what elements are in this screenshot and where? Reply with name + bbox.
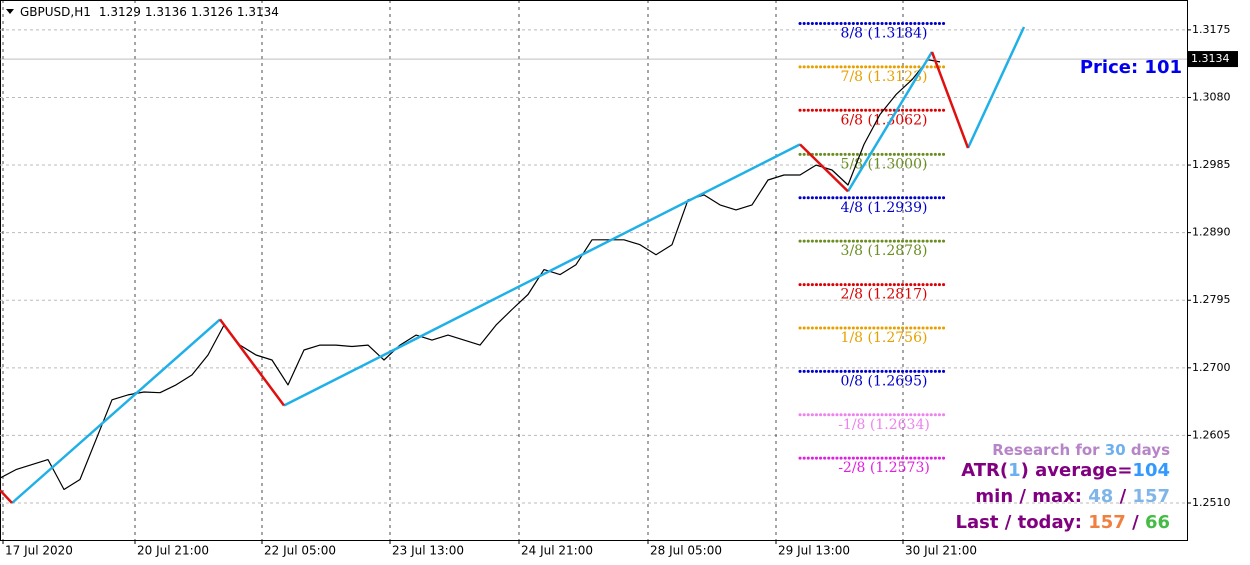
murray-label: 4/8 (1.2939): [841, 200, 928, 216]
murray-label: 7/8 (1.3123): [841, 69, 928, 85]
info-part: days: [1126, 441, 1170, 459]
info-part: /: [1113, 486, 1132, 507]
y-tick-label: 1.2890: [1192, 226, 1231, 239]
murray-label: 8/8 (1.3184): [841, 25, 928, 41]
info-line: Research for 30 days: [992, 441, 1170, 459]
x-tick-label: 24 Jul 21:00: [521, 544, 593, 558]
series-line: [0, 59, 941, 491]
info-part: ) average=: [1021, 460, 1133, 481]
plot-frame: [0, 0, 1188, 541]
menu-arrow[interactable]: [6, 9, 14, 14]
low: 1.3126: [191, 5, 233, 19]
info-part: /: [1126, 512, 1145, 533]
info-part: 1: [1008, 460, 1021, 481]
info-part: Research for: [992, 441, 1105, 459]
y-tick-label: 1.3080: [1192, 90, 1231, 103]
murray-label: 0/8 (1.2695): [841, 373, 928, 389]
header: GBPUSD,H1 1.3129 1.3136 1.3126 1.3134: [20, 5, 279, 19]
info-line: min / max: 48 / 157: [975, 486, 1170, 507]
y-tick-label: 1.2795: [1192, 293, 1231, 306]
close: 1.3134: [237, 5, 279, 19]
x-tick-label: 30 Jul 21:00: [905, 544, 977, 558]
info-part: 104: [1132, 460, 1170, 481]
murray-label: -2/8 (1.2573): [838, 460, 930, 476]
murray-label: 1/8 (1.2756): [841, 330, 928, 346]
x-tick-label: 22 Jul 05:00: [264, 544, 336, 558]
y-tick-label: 1.3175: [1192, 23, 1231, 36]
high: 1.3136: [145, 5, 187, 19]
series-line: [11, 26, 1026, 504]
x-tick-label: 23 Jul 13:00: [392, 544, 464, 558]
murray-label: 6/8 (1.3062): [841, 112, 928, 128]
info-part: ATR(: [961, 460, 1008, 481]
info-part: 157: [1088, 512, 1126, 533]
murray-label: 3/8 (1.2878): [841, 243, 928, 259]
y-tick-label: 1.2510: [1192, 496, 1231, 509]
info-part: 66: [1145, 512, 1170, 533]
info-part: min / max:: [975, 486, 1088, 507]
info-part: Last / today:: [956, 512, 1089, 533]
open: 1.3129: [99, 5, 141, 19]
symbol: GBPUSD,H1: [20, 5, 91, 19]
x-tick-label: 28 Jul 05:00: [650, 544, 722, 558]
series-line: [0, 51, 970, 504]
info-line: ATR(1) average=104: [961, 460, 1170, 481]
x-tick-label: 17 Jul 2020: [5, 544, 73, 558]
murray-label: 2/8 (1.2817): [841, 287, 928, 303]
last-price-label: 1.3134: [1191, 52, 1230, 65]
y-tick-label: 1.2985: [1192, 158, 1231, 171]
info-part: 48: [1088, 486, 1113, 507]
info-part: 157: [1132, 486, 1170, 507]
murray-label: -1/8 (1.2634): [838, 417, 930, 433]
price-note: Price: 101: [1080, 57, 1182, 78]
last-price-box: [1188, 51, 1238, 68]
y-tick-label: 1.2605: [1192, 428, 1231, 441]
y-tick-label: 1.2700: [1192, 361, 1231, 374]
info-part: 30: [1105, 441, 1126, 459]
x-tick-label: 20 Jul 21:00: [137, 544, 209, 558]
x-tick-label: 29 Jul 13:00: [778, 544, 850, 558]
info-line: Last / today: 157 / 66: [956, 512, 1170, 533]
